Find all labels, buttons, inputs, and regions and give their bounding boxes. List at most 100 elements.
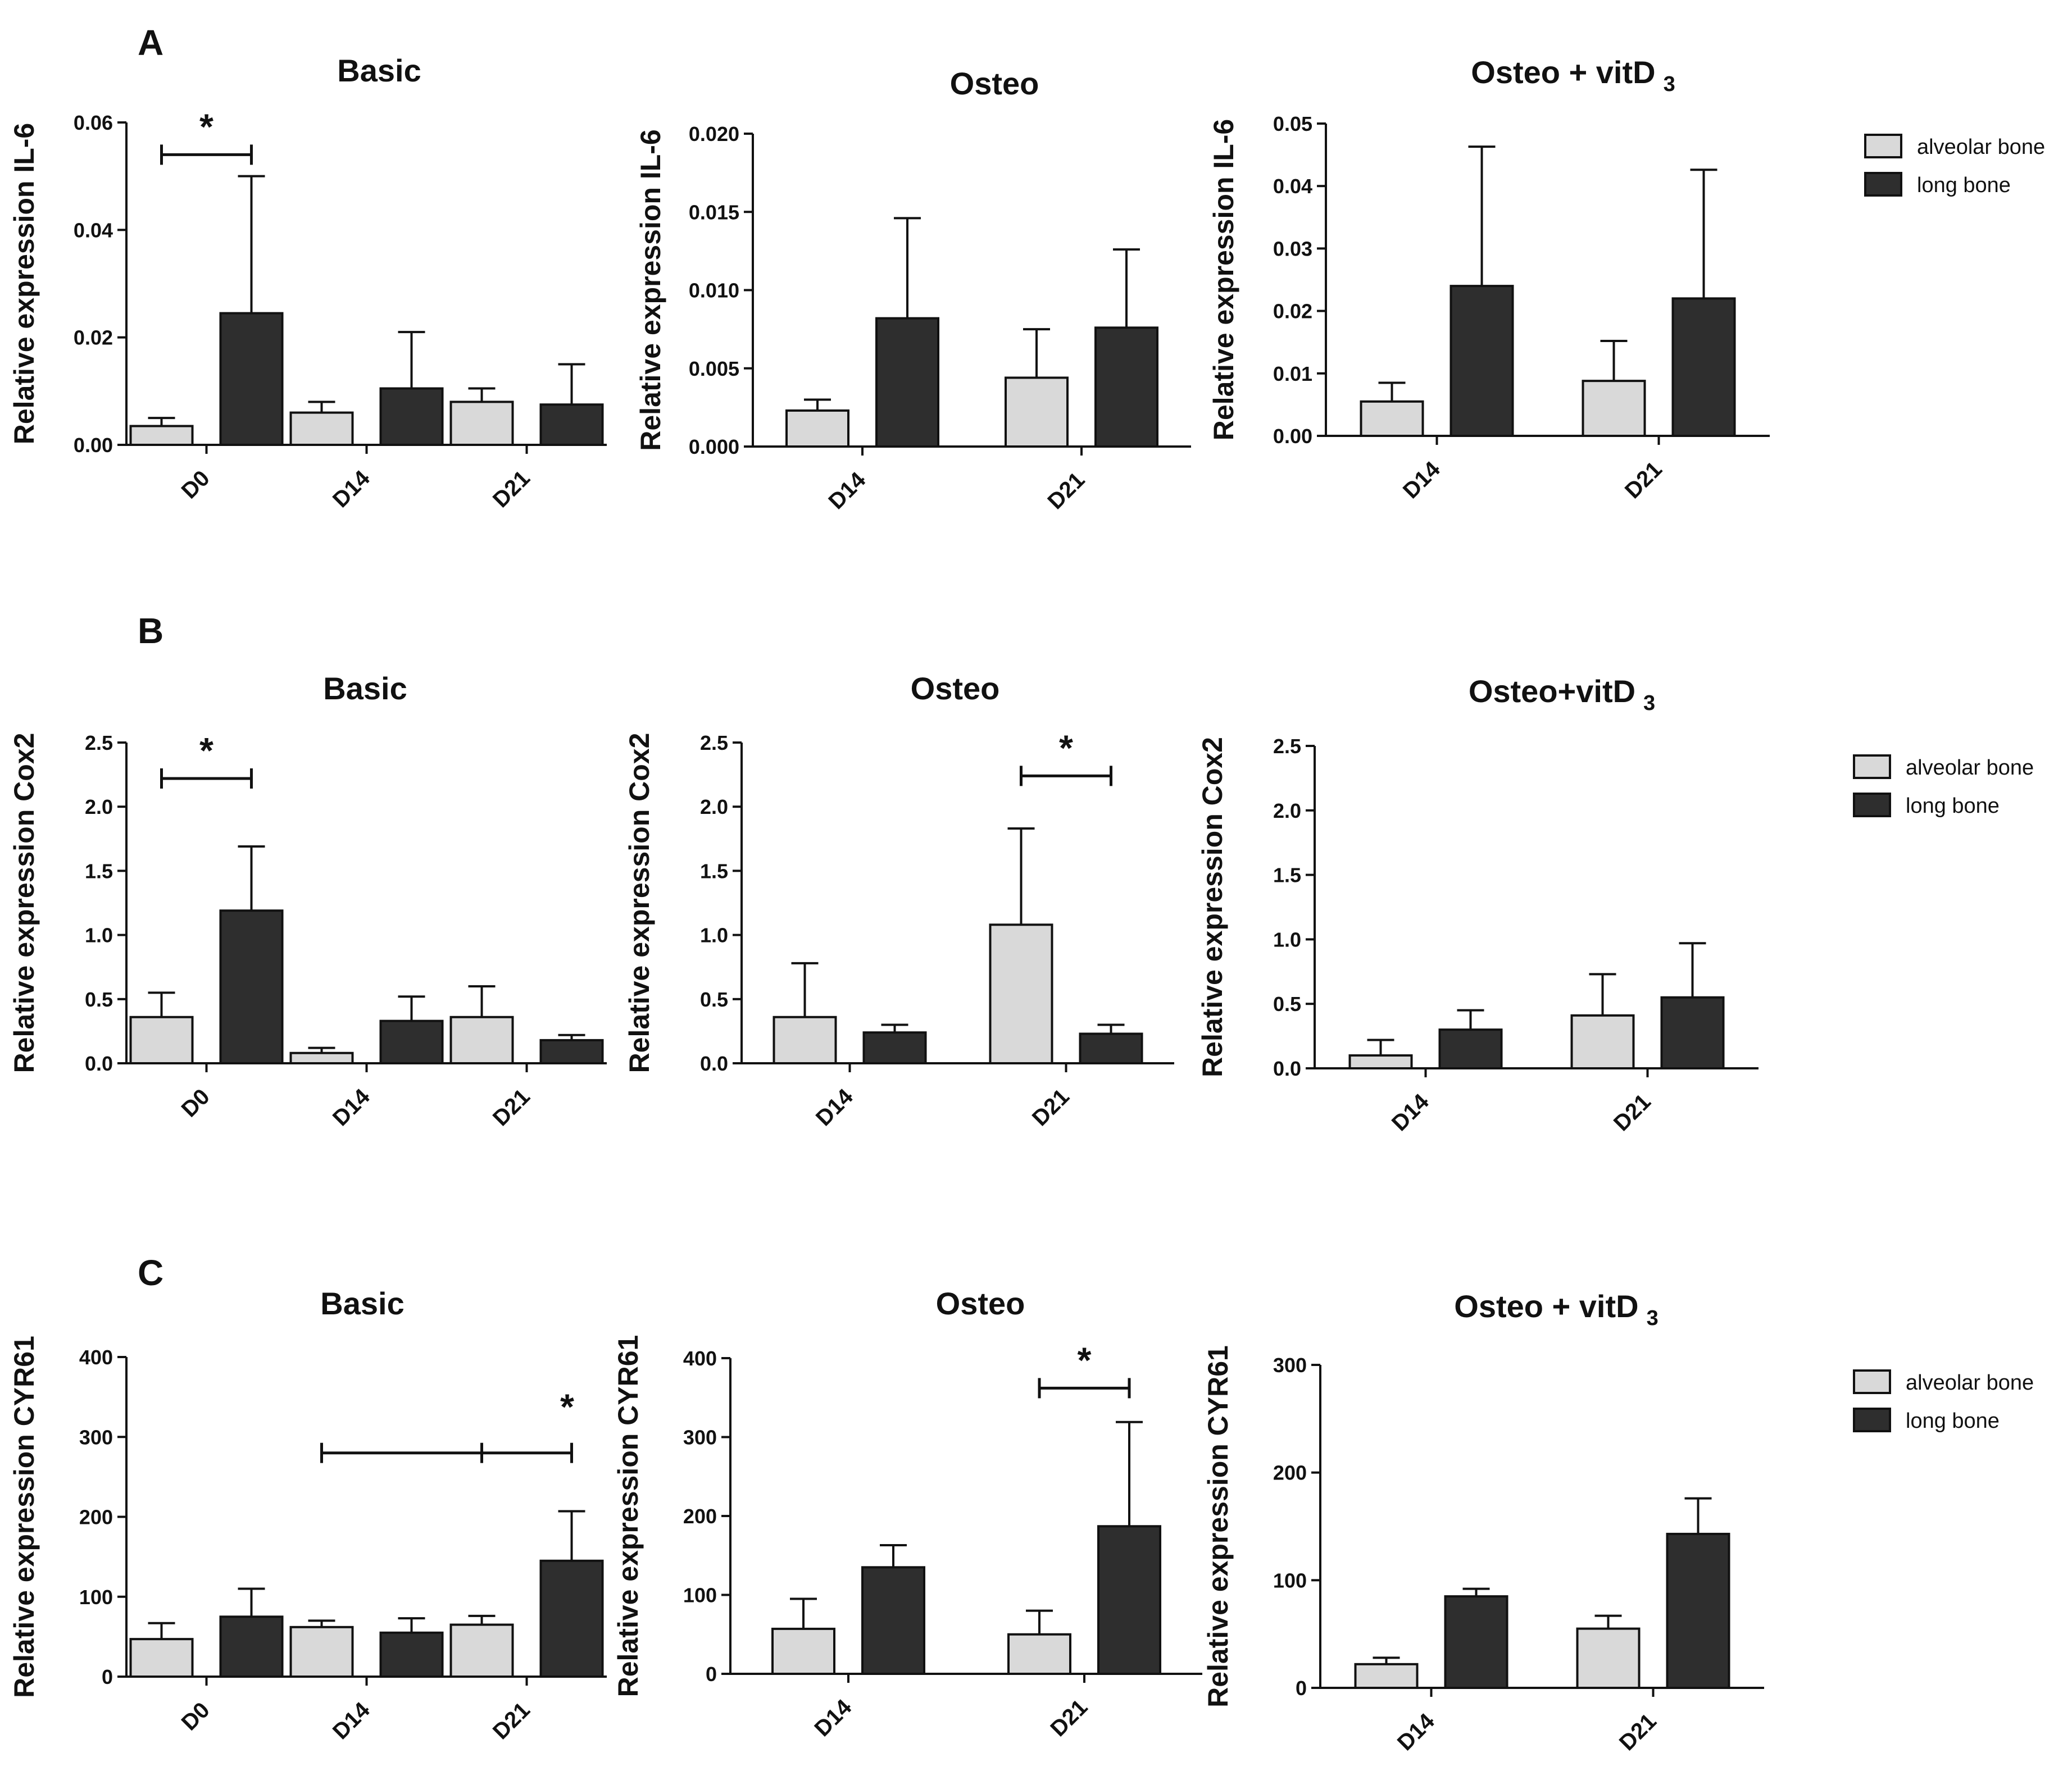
x-tick-label: D14 [328, 466, 375, 513]
y-tick-label: 0.05 [1273, 112, 1312, 135]
y-tick-label: 0.02 [74, 326, 113, 349]
x-tick-label: D21 [488, 466, 535, 512]
bar-alveolar-D21 [449, 400, 514, 447]
y-tick-label: 200 [683, 1505, 717, 1528]
y-tick-label: 0 [706, 1663, 717, 1686]
chart-title-main: Osteo [911, 671, 1000, 706]
chart-title-main: Osteo + vitD [1471, 54, 1655, 90]
bar-alveolar-D14 [773, 1016, 837, 1064]
y-tick-label: 0.01 [1273, 362, 1312, 385]
bar-alveolar-D21 [1576, 1627, 1641, 1689]
legend-label: alveolar bone [1906, 756, 2034, 780]
chart-title-subscript: 3 [1647, 1306, 1658, 1330]
x-tick-label: D21 [1609, 1089, 1656, 1136]
y-tick-label: 100 [79, 1586, 113, 1609]
bar-long-D0 [219, 1615, 284, 1678]
chart-title-main: Basic [320, 1286, 404, 1321]
bar-alveolar-D21 [1005, 376, 1069, 448]
bar-long-D14 [379, 1631, 444, 1678]
x-tick-label: D14 [328, 1084, 375, 1131]
chart-title-main: Basic [323, 671, 407, 706]
bar-long-D14 [1450, 285, 1514, 437]
bar-long-D14 [379, 1019, 444, 1065]
y-tick-label: 1.0 [700, 924, 728, 947]
chart-8: Osteo + vitD 3 Relative expression CYR61 0 1… [1202, 1289, 1764, 1755]
chart-title: Osteo + vitD 3 [1454, 1289, 1658, 1330]
bar-alveolar-D14 [1354, 1663, 1419, 1689]
y-tick-label: 0.06 [74, 111, 113, 134]
chart-title-main: Osteo [936, 1286, 1025, 1321]
bar-alveolar-D14 [289, 411, 354, 446]
x-tick-label: D21 [1028, 1084, 1074, 1131]
x-tick-label: D0 [177, 1084, 215, 1122]
y-axis-label: Relative expression CYR61 [8, 1336, 40, 1698]
panel-letter-a: A [138, 22, 163, 63]
y-axis-label: Relative expression CYR61 [1202, 1345, 1234, 1708]
bar-long-D21 [539, 1039, 604, 1064]
y-tick-label: 0.04 [1273, 175, 1312, 198]
y-tick-label: 0.03 [1273, 237, 1312, 260]
bar-long-D21 [1079, 1032, 1143, 1065]
chart-title-main: Basic [337, 53, 421, 88]
y-axis-label: Relative expression Cox2 [624, 733, 655, 1073]
bar-long-D14 [861, 1566, 925, 1675]
bar-alveolar-D21 [449, 1623, 514, 1678]
y-tick-label: 300 [683, 1426, 717, 1449]
y-tick-label: 0.0 [700, 1052, 728, 1075]
x-tick-label: D0 [177, 1697, 215, 1735]
x-tick-label: D14 [1393, 1709, 1440, 1756]
y-tick-label: 0.5 [1273, 993, 1301, 1016]
chart-title: Basic [323, 671, 407, 706]
y-tick-label: 2.0 [85, 795, 113, 818]
chart-title-main: Osteo + vitD [1454, 1289, 1638, 1324]
bar-alveolar-D21 [1570, 1014, 1635, 1070]
y-tick-label: 2.5 [700, 731, 728, 754]
bar-alveolar-D0 [129, 425, 194, 446]
bar-long-D21 [539, 403, 604, 446]
bar-long-D21 [1660, 996, 1725, 1069]
x-tick-label: D21 [488, 1697, 535, 1744]
y-tick-label: 0.010 [689, 279, 739, 302]
y-tick-label: 1.0 [85, 924, 113, 947]
bar-long-D14 [379, 387, 444, 446]
x-tick-label: D14 [1398, 457, 1446, 504]
chart-title-subscript: 3 [1643, 691, 1655, 715]
bar-long-D0 [219, 312, 284, 446]
y-tick-label: 0.00 [1273, 425, 1312, 448]
x-tick-label: D21 [488, 1084, 535, 1131]
bar-long-D21 [1671, 297, 1736, 437]
chart-6: Basic Relative expression CYR61 0 100 200 300… [8, 1286, 607, 1744]
chart-5: Osteo+vitD 3 Relative expression Cox2 0.0 0.… [1197, 673, 1759, 1136]
chart-title-subscript: 3 [1664, 72, 1675, 96]
bar-alveolar-D21 [1007, 1633, 1071, 1675]
y-axis-label: Relative expression IL-6 [8, 123, 40, 444]
significance-star: * [199, 730, 213, 771]
bar-alveolar-D14 [1360, 400, 1424, 438]
legend-swatch-long [1864, 172, 1902, 197]
panel-letter-b: B [138, 611, 163, 651]
bar-alveolar-D21 [989, 923, 1053, 1064]
chart-title: Basic [320, 1286, 404, 1321]
legend-label: alveolar bone [1906, 1371, 2034, 1395]
x-tick-label: D14 [328, 1697, 375, 1745]
bar-long-D14 [1438, 1028, 1503, 1069]
significance-star: * [1059, 727, 1073, 768]
bar-long-D21 [1094, 326, 1158, 448]
y-tick-label: 100 [683, 1584, 717, 1607]
y-tick-label: 0.005 [689, 357, 739, 380]
bar-long-D14 [862, 1031, 927, 1064]
y-tick-label: 0 [1296, 1677, 1307, 1700]
y-tick-label: 0.0 [1273, 1057, 1301, 1080]
bar-alveolar-D14 [785, 409, 849, 448]
x-tick-label: D14 [811, 1084, 858, 1131]
y-tick-label: 400 [79, 1346, 113, 1369]
x-tick-label: D21 [1620, 457, 1667, 503]
y-tick-label: 2.0 [1273, 799, 1301, 822]
legend-swatch-alveolar [1853, 754, 1891, 779]
y-tick-label: 1.5 [85, 859, 113, 882]
x-tick-label: D0 [177, 466, 215, 503]
y-tick-label: 0.0 [85, 1052, 113, 1075]
significance-star: * [199, 106, 213, 147]
